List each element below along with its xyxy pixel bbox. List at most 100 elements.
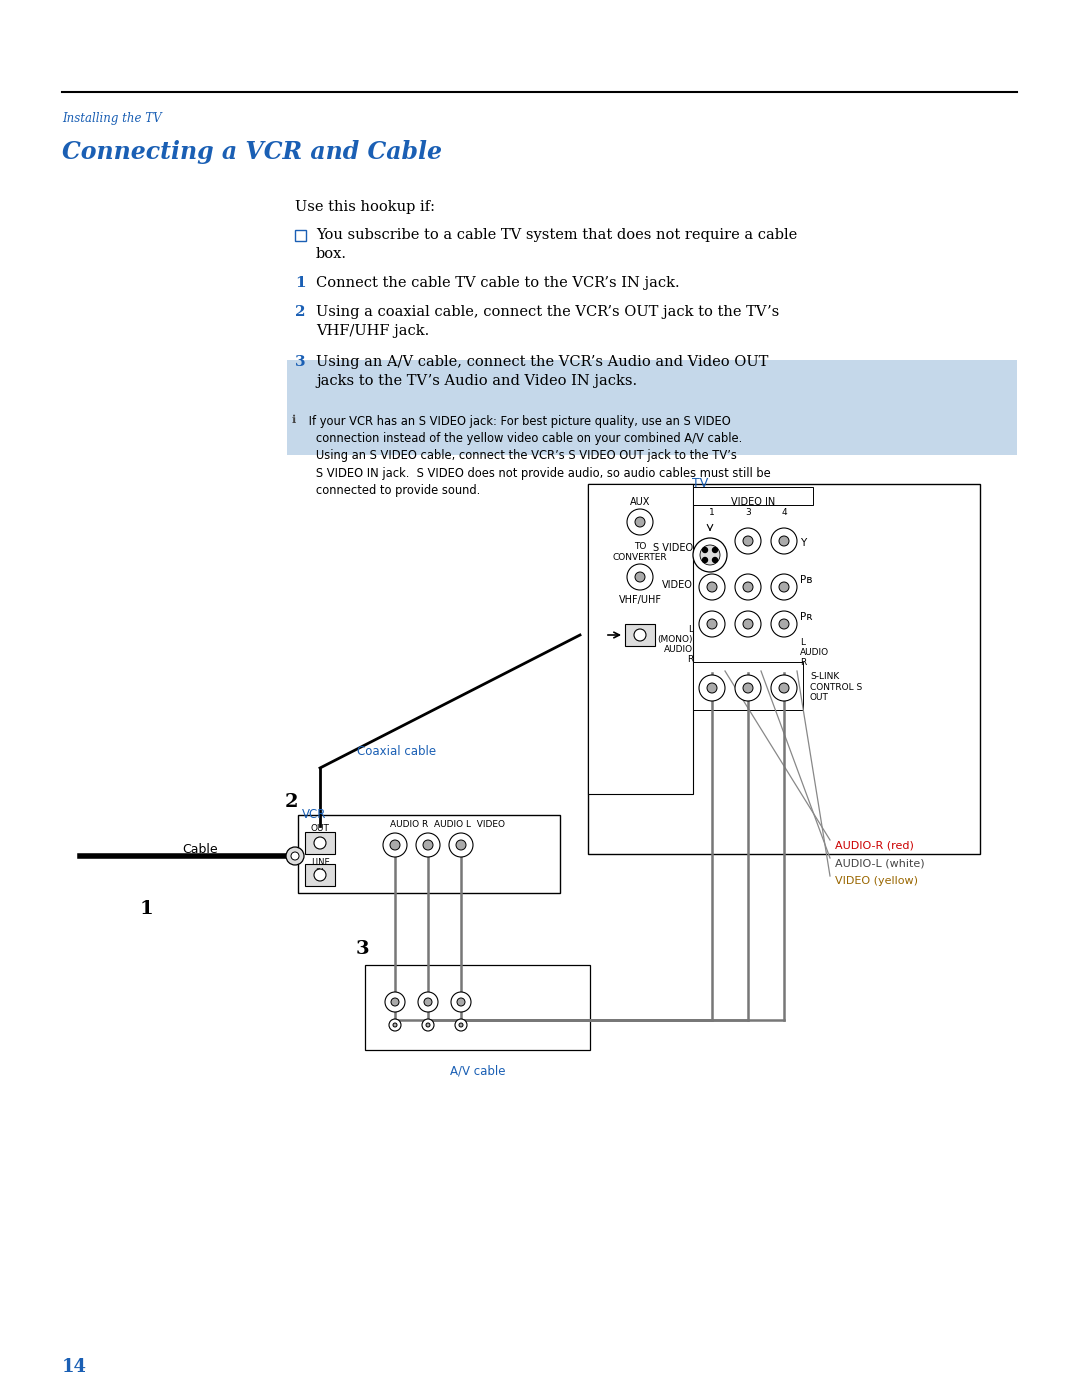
Text: AUDIO-R (red): AUDIO-R (red) xyxy=(835,840,914,849)
Circle shape xyxy=(735,574,761,599)
Text: TO
CONVERTER: TO CONVERTER xyxy=(612,542,667,562)
Circle shape xyxy=(771,610,797,637)
Text: OUT: OUT xyxy=(311,824,329,833)
Circle shape xyxy=(424,997,432,1006)
Circle shape xyxy=(693,538,727,571)
Text: VCR: VCR xyxy=(302,807,326,821)
Text: Using an A/V cable, connect the VCR’s Audio and Video OUT
jacks to the TV’s Audi: Using an A/V cable, connect the VCR’s Au… xyxy=(316,355,768,388)
Text: AUX: AUX xyxy=(630,497,650,507)
Text: 2: 2 xyxy=(285,793,298,812)
Circle shape xyxy=(779,683,789,693)
Text: 3: 3 xyxy=(356,940,369,958)
Text: VHF/UHF: VHF/UHF xyxy=(619,595,661,605)
Circle shape xyxy=(635,517,645,527)
Circle shape xyxy=(735,610,761,637)
Circle shape xyxy=(699,610,725,637)
Circle shape xyxy=(735,528,761,555)
Text: If your VCR has an S VIDEO jack: For best picture quality, use an S VIDEO
   con: If your VCR has an S VIDEO jack: For bes… xyxy=(305,415,771,497)
Circle shape xyxy=(779,619,789,629)
Circle shape xyxy=(702,548,707,552)
Circle shape xyxy=(707,583,717,592)
Text: You subscribe to a cable TV system that does not require a cable
box.: You subscribe to a cable TV system that … xyxy=(316,228,797,261)
FancyBboxPatch shape xyxy=(305,863,335,886)
Circle shape xyxy=(390,840,400,849)
Circle shape xyxy=(426,1023,430,1027)
Text: Connect the cable TV cable to the VCR’s IN jack.: Connect the cable TV cable to the VCR’s … xyxy=(316,277,679,291)
Text: Installing the TV: Installing the TV xyxy=(62,112,162,124)
Circle shape xyxy=(779,583,789,592)
Text: Pʙ: Pʙ xyxy=(800,576,812,585)
Circle shape xyxy=(779,536,789,546)
Text: L
AUDIO
R: L AUDIO R xyxy=(800,638,829,668)
Circle shape xyxy=(771,675,797,701)
Circle shape xyxy=(314,837,326,849)
Circle shape xyxy=(416,833,440,856)
Text: VIDEO (yellow): VIDEO (yellow) xyxy=(835,876,918,886)
Text: L
(MONO)
AUDIO
R: L (MONO) AUDIO R xyxy=(658,624,693,664)
Text: VIDEO: VIDEO xyxy=(662,580,693,590)
Circle shape xyxy=(459,1023,463,1027)
Text: 2: 2 xyxy=(295,305,306,319)
Circle shape xyxy=(707,683,717,693)
Circle shape xyxy=(743,536,753,546)
Text: S VIDEO: S VIDEO xyxy=(653,543,693,553)
FancyBboxPatch shape xyxy=(693,488,813,504)
Text: S-LINK
CONTROL S
OUT: S-LINK CONTROL S OUT xyxy=(810,672,862,703)
FancyBboxPatch shape xyxy=(588,483,693,793)
Text: 14: 14 xyxy=(62,1358,87,1376)
Text: ℹ: ℹ xyxy=(292,415,296,425)
Text: 1: 1 xyxy=(140,900,153,918)
Text: TV: TV xyxy=(692,476,708,490)
Text: A/V cable: A/V cable xyxy=(449,1065,505,1077)
FancyBboxPatch shape xyxy=(305,833,335,854)
Text: Pʀ: Pʀ xyxy=(800,612,812,622)
Text: 4: 4 xyxy=(781,509,787,517)
Circle shape xyxy=(743,683,753,693)
Circle shape xyxy=(627,509,653,535)
Circle shape xyxy=(713,557,717,563)
Circle shape xyxy=(713,548,717,552)
Circle shape xyxy=(456,840,465,849)
FancyBboxPatch shape xyxy=(693,662,804,710)
Circle shape xyxy=(418,992,438,1011)
Circle shape xyxy=(383,833,407,856)
Circle shape xyxy=(389,1018,401,1031)
Circle shape xyxy=(743,619,753,629)
Circle shape xyxy=(391,997,399,1006)
Circle shape xyxy=(707,619,717,629)
Circle shape xyxy=(735,675,761,701)
Circle shape xyxy=(457,997,465,1006)
Text: Connecting a VCR and Cable: Connecting a VCR and Cable xyxy=(62,140,442,163)
Text: 3: 3 xyxy=(295,355,306,369)
Circle shape xyxy=(702,557,707,563)
Text: AUDIO R  AUDIO L  VIDEO: AUDIO R AUDIO L VIDEO xyxy=(390,820,505,828)
Circle shape xyxy=(423,840,433,849)
Circle shape xyxy=(384,992,405,1011)
Circle shape xyxy=(635,571,645,583)
Text: Y: Y xyxy=(800,538,807,548)
FancyBboxPatch shape xyxy=(295,231,306,242)
Circle shape xyxy=(451,992,471,1011)
Circle shape xyxy=(422,1018,434,1031)
FancyBboxPatch shape xyxy=(588,483,980,854)
Circle shape xyxy=(291,852,299,861)
Text: Coaxial cable: Coaxial cable xyxy=(357,745,436,759)
Circle shape xyxy=(771,528,797,555)
Text: 1: 1 xyxy=(295,277,306,291)
Text: Use this hookup if:: Use this hookup if: xyxy=(295,200,435,214)
FancyBboxPatch shape xyxy=(298,814,561,893)
Circle shape xyxy=(699,675,725,701)
Text: 3: 3 xyxy=(745,509,751,517)
FancyBboxPatch shape xyxy=(287,360,1017,455)
Text: 1: 1 xyxy=(710,509,715,517)
Circle shape xyxy=(455,1018,467,1031)
FancyBboxPatch shape xyxy=(625,624,654,645)
Circle shape xyxy=(771,574,797,599)
Circle shape xyxy=(393,1023,397,1027)
Circle shape xyxy=(634,629,646,641)
Text: Using a coaxial cable, connect the VCR’s OUT jack to the TV’s
VHF/UHF jack.: Using a coaxial cable, connect the VCR’s… xyxy=(316,305,780,338)
Text: AUDIO-L (white): AUDIO-L (white) xyxy=(835,858,924,868)
Circle shape xyxy=(700,545,720,564)
Circle shape xyxy=(627,564,653,590)
Text: VIDEO IN: VIDEO IN xyxy=(731,497,775,507)
